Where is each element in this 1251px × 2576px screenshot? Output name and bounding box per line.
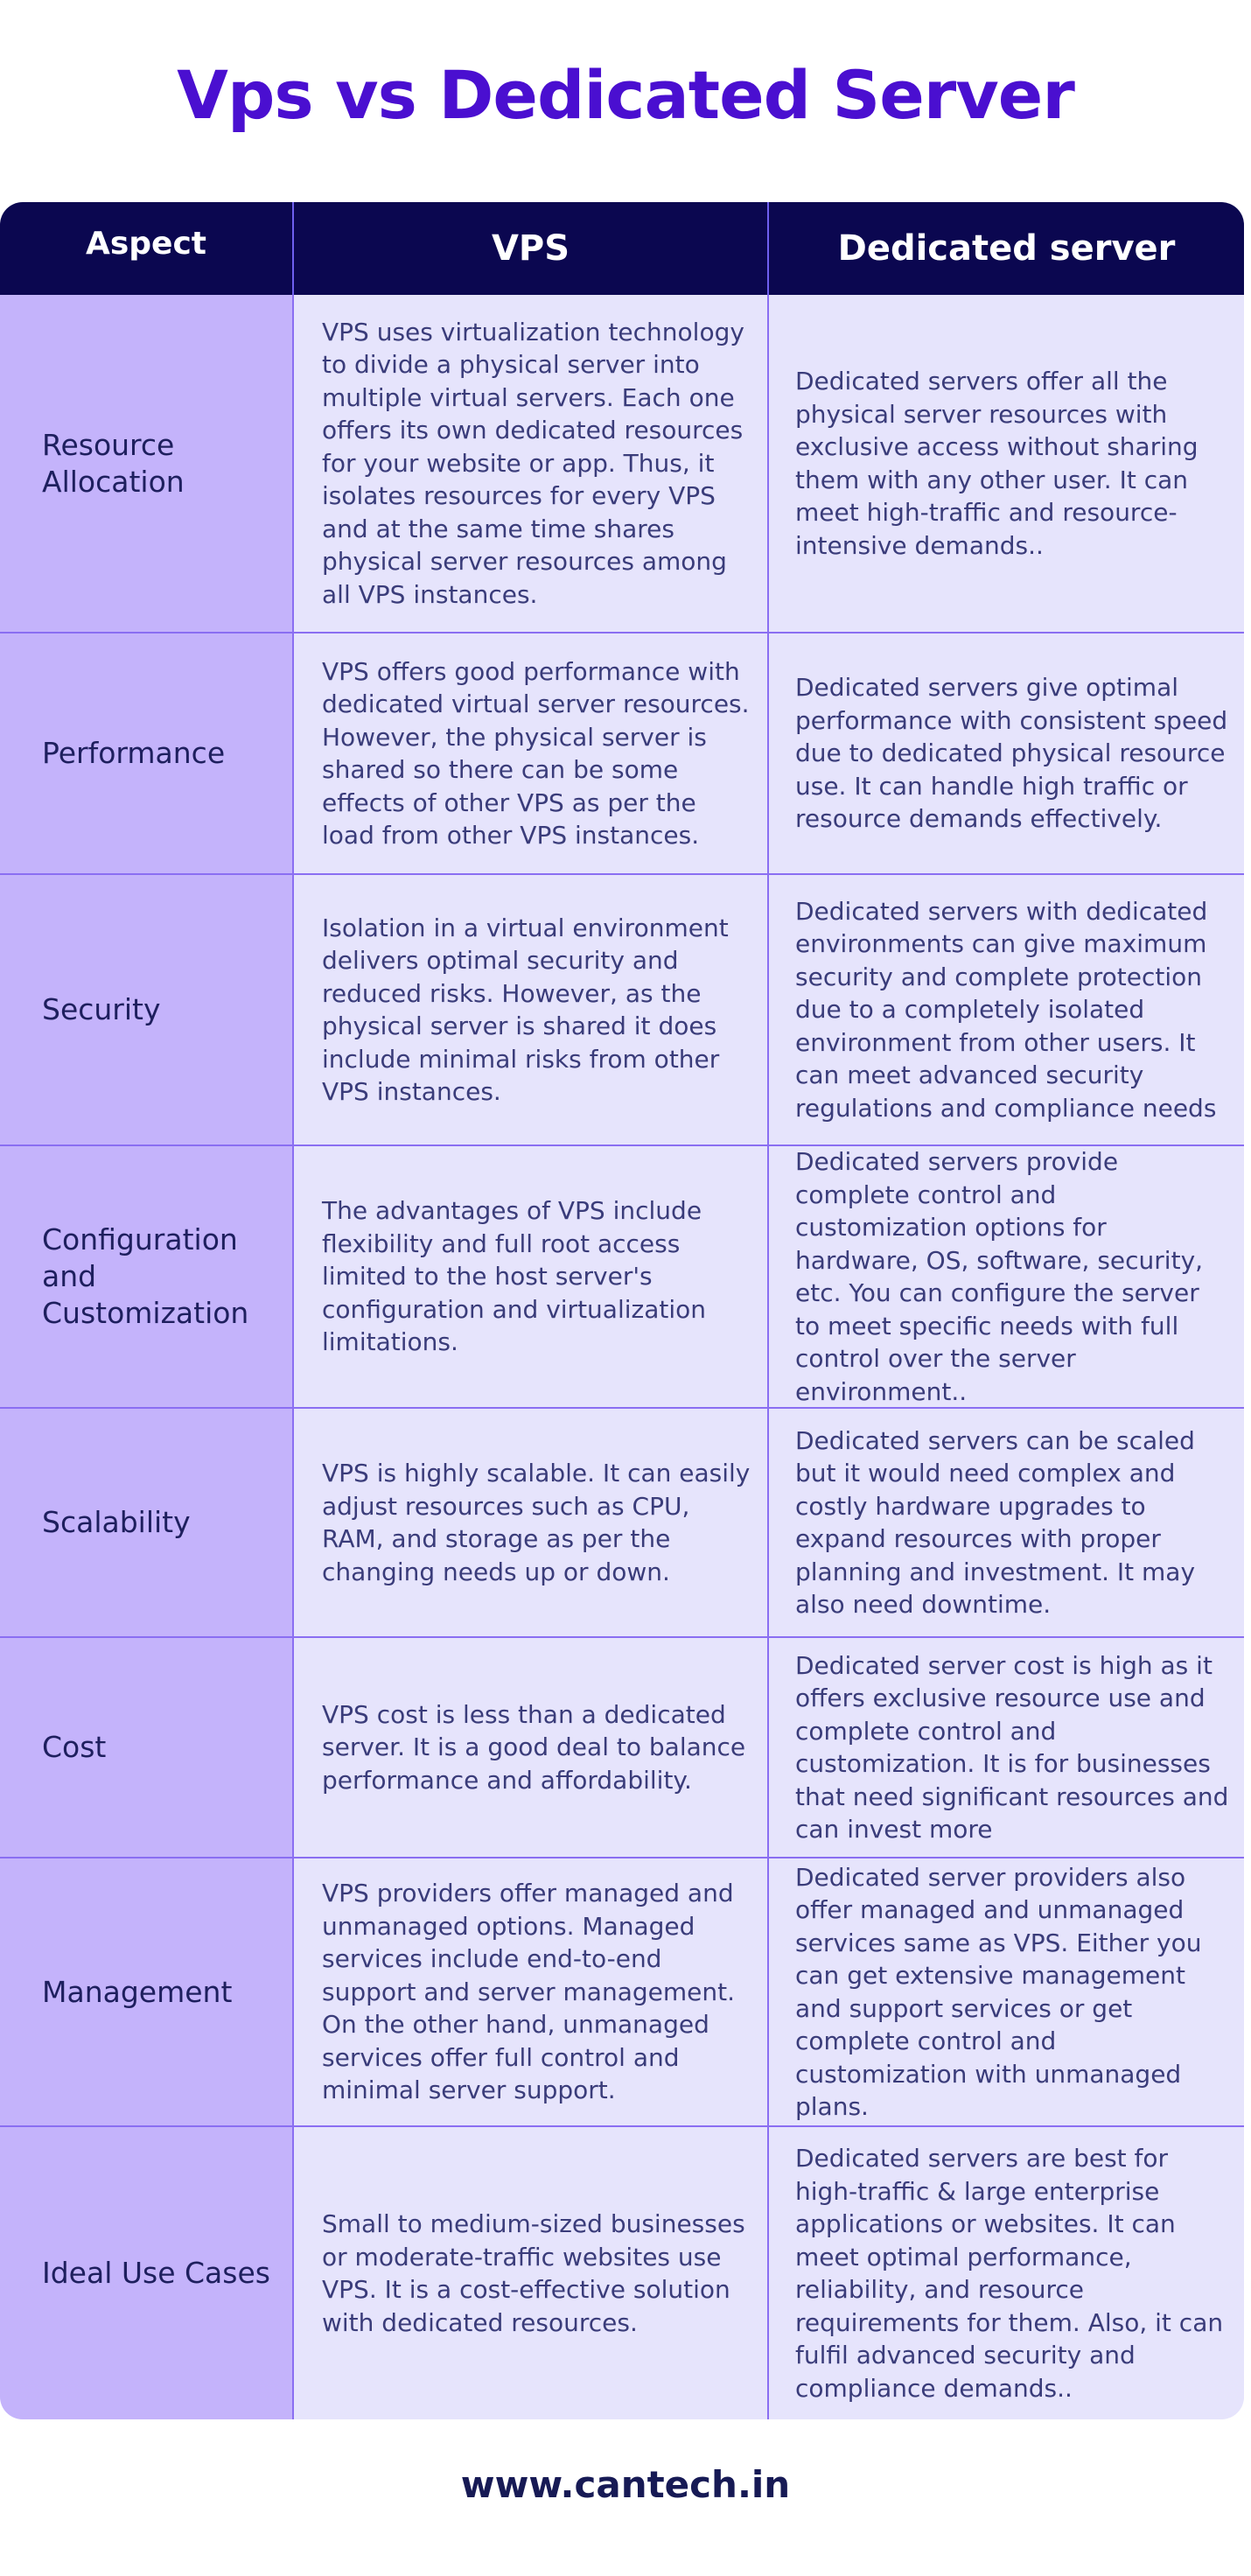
aspect-cell: Scalability xyxy=(0,1409,294,1638)
dedicated-cell: Dedicated servers provide complete contr… xyxy=(769,1146,1244,1409)
dedicated-cell: Dedicated servers are best for high-traf… xyxy=(769,2127,1244,2419)
aspect-cell-text: Management xyxy=(42,1974,233,2009)
dedicated-cell: Dedicated servers can be scaled but it w… xyxy=(769,1409,1244,1638)
header-dedicated-label: Dedicated server xyxy=(837,228,1176,269)
aspect-cell: Resource Allocation xyxy=(0,295,294,634)
dedicated-cell-text: Dedicated server cost is high as it offe… xyxy=(795,1650,1229,1844)
dedicated-cell-text: Dedicated servers are best for high-traf… xyxy=(795,2144,1224,2403)
dedicated-cell-text: Dedicated servers can be scaled but it w… xyxy=(795,1425,1196,1620)
aspect-cell: Performance xyxy=(0,634,294,875)
aspect-cell-text: Scalability xyxy=(42,1505,191,1539)
dedicated-cell: Dedicated servers with dedicated environ… xyxy=(769,875,1244,1146)
aspect-cell-text: Performance xyxy=(42,736,226,770)
aspect-cell-text: Configuration and Customization xyxy=(42,1222,249,1330)
aspect-cell: Configuration and Customization xyxy=(0,1146,294,1409)
vps-cell: VPS is highly scalable. It can easily ad… xyxy=(294,1409,769,1638)
vps-cell-text: VPS providers offer managed and unmanage… xyxy=(322,1879,735,2105)
vps-cell-text: Small to medium-sized businesses or mode… xyxy=(322,2209,745,2337)
header-aspect: Aspect xyxy=(0,202,294,295)
aspect-cell: Security xyxy=(0,875,294,1146)
vps-cell: Small to medium-sized businesses or mode… xyxy=(294,2127,769,2419)
vps-cell: Isolation in a virtual environment deliv… xyxy=(294,875,769,1146)
header-vps-label: VPS xyxy=(491,228,570,269)
dedicated-cell-text: Dedicated servers with dedicated environ… xyxy=(795,896,1217,1123)
aspect-cell-text: Cost xyxy=(42,1730,107,1764)
dedicated-cell-text: Dedicated server providers also offer ma… xyxy=(795,1862,1202,2122)
aspect-cell: Ideal Use Cases xyxy=(0,2127,294,2419)
vps-cell-text: VPS uses virtualization technology to di… xyxy=(322,317,744,609)
header-vps: VPS xyxy=(294,202,769,295)
dedicated-cell: Dedicated server cost is high as it offe… xyxy=(769,1638,1244,1858)
aspect-cell: Cost xyxy=(0,1638,294,1858)
dedicated-cell-text: Dedicated servers give optimal performan… xyxy=(795,673,1228,834)
vps-cell: VPS uses virtualization technology to di… xyxy=(294,295,769,634)
aspect-cell-text: Resource Allocation xyxy=(42,427,185,499)
vps-cell-text: VPS cost is less than a dedicated server… xyxy=(322,1699,746,1795)
vps-cell-text: The advantages of VPS include flexibilit… xyxy=(322,1196,707,1357)
dedicated-cell-text: Dedicated servers offer all the physical… xyxy=(795,367,1199,560)
page-title: Vps vs Dedicated Server xyxy=(177,56,1075,134)
dedicated-cell: Dedicated server providers also offer ma… xyxy=(769,1858,1244,2127)
header-dedicated: Dedicated server xyxy=(769,202,1244,295)
vps-cell: VPS providers offer managed and unmanage… xyxy=(294,1858,769,2127)
vps-cell-text: VPS is highly scalable. It can easily ad… xyxy=(322,1459,751,1586)
dedicated-cell: Dedicated servers give optimal performan… xyxy=(769,634,1244,875)
comparison-grid: Aspect VPS Dedicated server Resource All… xyxy=(0,202,1244,2419)
aspect-cell-text: Ideal Use Cases xyxy=(42,2256,270,2290)
comparison-table: Aspect VPS Dedicated server Resource All… xyxy=(0,202,1244,2419)
dedicated-cell: Dedicated servers offer all the physical… xyxy=(769,295,1244,634)
footer-url[interactable]: www.cantech.in xyxy=(460,2463,791,2506)
vps-cell-text: Isolation in a virtual environment deliv… xyxy=(322,913,729,1107)
vps-cell-text: VPS offers good performance with dedicat… xyxy=(322,656,750,850)
vps-cell: The advantages of VPS include flexibilit… xyxy=(294,1146,769,1409)
header-aspect-label: Aspect xyxy=(85,225,207,262)
aspect-cell: Management xyxy=(0,1858,294,2127)
aspect-cell-text: Security xyxy=(42,992,161,1026)
dedicated-cell-text: Dedicated servers provide complete contr… xyxy=(795,1147,1204,1406)
vps-cell: VPS cost is less than a dedicated server… xyxy=(294,1638,769,1858)
vps-cell: VPS offers good performance with dedicat… xyxy=(294,634,769,875)
